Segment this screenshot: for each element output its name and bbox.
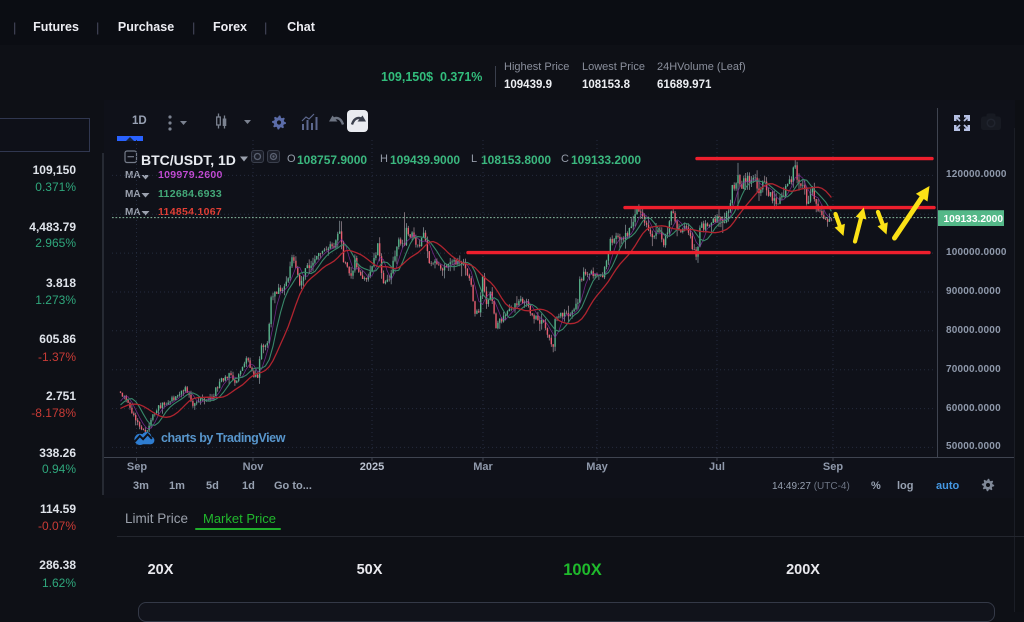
svg-text:109133.2000: 109133.2000	[944, 214, 1004, 225]
